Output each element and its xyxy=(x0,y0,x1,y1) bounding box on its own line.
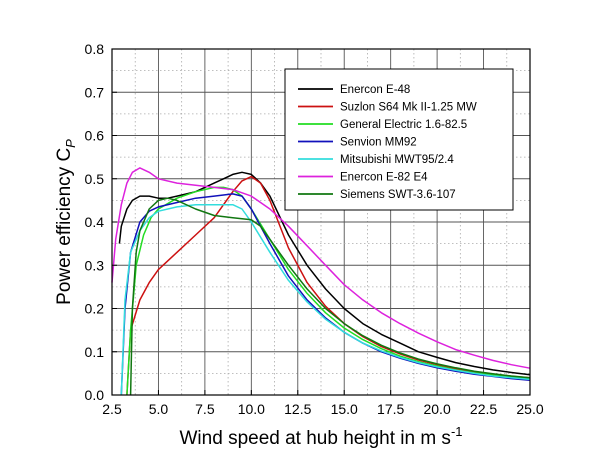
legend-label-3: Senvion MM92 xyxy=(340,137,417,149)
y-axis-label-text: Power efficiency C xyxy=(54,148,75,305)
legend-label-6: Siemens SWT-3.6-107 xyxy=(340,189,456,201)
x-axis-label-text: Wind speed at hub height in m s xyxy=(180,428,451,449)
x-axis-label-sup: -1 xyxy=(451,424,463,439)
x-tick-label: 15.0 xyxy=(331,401,358,417)
series-lines xyxy=(111,167,531,396)
x-tick-label: 22.5 xyxy=(470,401,497,417)
x-tick-label: 20.0 xyxy=(423,401,450,417)
y-tick-label: 0.7 xyxy=(85,84,105,100)
x-tick-label: 17.5 xyxy=(377,401,404,417)
series-line-3 xyxy=(120,193,531,396)
x-axis-label: Wind speed at hub height in m s-1 xyxy=(180,424,463,449)
x-tick-label: 12.5 xyxy=(284,401,311,417)
y-tick-label: 0.2 xyxy=(85,301,105,317)
legend-box xyxy=(284,68,514,211)
y-tick-label: 0.8 xyxy=(85,41,105,57)
legend-label-0: Enercon E-48 xyxy=(340,84,410,96)
axis-ticks: 2.5 5.0 7.5 10.0 12.5 15.0 17.5 20.0 22.5 25.0 0.0… xyxy=(85,41,544,417)
x-tick-label: 10.0 xyxy=(238,401,265,417)
x-tick-label: 2.5 xyxy=(102,401,122,417)
x-tick-label: 7.5 xyxy=(195,401,215,417)
legend-label-4: Mitsubishi MWT95/2.4 xyxy=(340,154,454,166)
x-tick-label: 5.0 xyxy=(149,401,169,417)
legend-label-1: Suzlon S64 Mk II-1.25 MW xyxy=(340,102,477,114)
series-line-5 xyxy=(111,167,531,369)
series-line-6 xyxy=(129,197,531,396)
y-axis-label-sub: P xyxy=(63,139,78,148)
y-tick-label: 0.1 xyxy=(85,344,105,360)
x-tick-label: 25.0 xyxy=(516,401,543,417)
legend-label-2: General Electric 1.6-82.5 xyxy=(340,119,467,131)
y-tick-label: 0.0 xyxy=(85,387,105,403)
legend: Enercon E-48 Suzlon S64 Mk II-1.25 MW Gene… xyxy=(284,68,514,211)
y-tick-label: 0.4 xyxy=(85,214,105,230)
y-tick-label: 0.5 xyxy=(85,171,105,187)
y-tick-label: 0.6 xyxy=(85,128,105,144)
series-line-1 xyxy=(126,175,531,396)
y-axis-label: Power efficiency CP xyxy=(54,139,78,305)
series-line-4 xyxy=(120,203,531,396)
y-tick-label: 0.3 xyxy=(85,257,105,273)
legend-label-5: Enercon E-82 E4 xyxy=(340,172,428,184)
